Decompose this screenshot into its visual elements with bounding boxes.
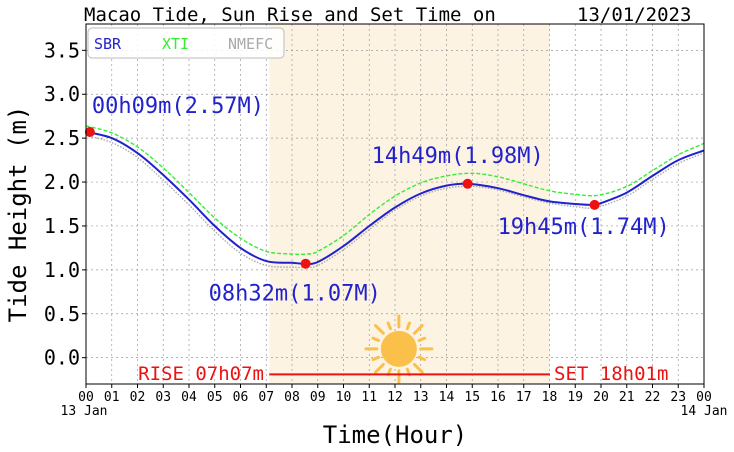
sun-ray (405, 321, 412, 331)
sun-ray (412, 362, 424, 374)
x-tick-label: 05 (207, 390, 223, 405)
daylight-band (269, 24, 550, 384)
x-tick-label: 18 (542, 390, 558, 405)
y-tick-label: 0.0 (44, 346, 80, 370)
daylight-band-rect (269, 24, 550, 384)
y-tick-label: 3.5 (44, 38, 80, 62)
legend: SBR XTI NMEFC (87, 27, 285, 59)
x-axis-label: Time(Hour) (323, 421, 468, 449)
y-tick-label: 0.5 (44, 302, 80, 326)
sun-group (269, 314, 550, 384)
sun-ray (386, 321, 392, 331)
sun-icon (380, 330, 417, 367)
y-tick-label: 1.0 (44, 258, 80, 282)
extreme-label: 08h32m(1.07M) (209, 282, 381, 307)
y-tick-label: 1.5 (44, 214, 80, 238)
x-tick-label: 21 (619, 390, 635, 405)
x-tick-label: 13 (413, 390, 429, 405)
x-tick-label: 03 (155, 390, 171, 405)
x-tick-label: 14 (439, 390, 455, 405)
x-tick-label: 00 (78, 390, 94, 405)
x-tick-label: 23 (670, 390, 686, 405)
series-line-xti (85, 125, 705, 256)
x-end-date: 14 Jan (681, 404, 728, 419)
legend-entry-xti: XTI (162, 35, 189, 53)
sunrise-label: RISE 07h07m (138, 363, 264, 385)
chart-title: Macao Tide, Sun Rise and Set Time on (84, 4, 496, 26)
sun-ray (371, 336, 381, 342)
x-tick-label: 12 (387, 390, 403, 405)
y-axis-label: Tide Height (m) (4, 106, 32, 323)
sun-ray (412, 324, 424, 335)
legend-entry-sbr: SBR (94, 35, 122, 53)
extreme-label: 19h45m(1.74M) (498, 215, 670, 240)
x-tick-label: 07 (258, 390, 274, 405)
sun-ray (417, 355, 427, 362)
x-tick-label: 04 (181, 390, 197, 405)
chart-date: 13/01/2023 (577, 4, 691, 26)
x-tick-label: 01 (104, 390, 120, 405)
x-tick-label: 02 (130, 390, 146, 405)
extreme-label: 14h49m(1.98M) (372, 144, 544, 169)
x-tick-label: 00 (696, 390, 712, 405)
x-tick-label: 11 (361, 390, 377, 405)
extreme-point (589, 199, 600, 210)
y-tick-label: 3.0 (44, 82, 80, 106)
axes: 0.0 0.5 1.0 1.5 2.0 2.5 3.0 3.5 00 01 02 03 04 05 06 07… (44, 23, 712, 405)
y-tick-label: 2.0 (44, 170, 80, 194)
x-start-date: 13 Jan (61, 404, 108, 419)
x-tick-label: 15 (464, 390, 480, 405)
x-tick-label: 09 (310, 390, 326, 405)
sun-ray (374, 362, 385, 374)
sun-ray (417, 336, 427, 342)
extreme-label: 00h09m(2.57M) (92, 94, 264, 119)
sunset-label: SET 18h01m (554, 363, 668, 385)
extreme-point (84, 127, 95, 137)
legend-entry-nmefc: NMEFC (228, 35, 273, 53)
x-tick-label: 16 (490, 390, 506, 405)
x-tick-label: 08 (284, 390, 300, 405)
x-tick-label: 19 (567, 390, 583, 405)
x-tick-label: 06 (233, 390, 249, 405)
extreme-labels: 00h09m(2.57M) 08h32m(1.07M) 14h49m(1.98M) 1… (92, 94, 670, 307)
extreme-markers (84, 127, 600, 269)
extreme-point (462, 178, 473, 189)
legend-box (87, 27, 285, 59)
x-tick-label: 20 (593, 390, 609, 405)
sun-ray (374, 324, 385, 335)
x-tick-label: 10 (336, 390, 352, 405)
y-tick-label: 2.5 (44, 126, 80, 150)
sun-ray (371, 355, 381, 362)
x-tick-label: 17 (516, 390, 532, 405)
x-tick-label: 22 (645, 390, 661, 405)
extreme-point (300, 258, 311, 269)
